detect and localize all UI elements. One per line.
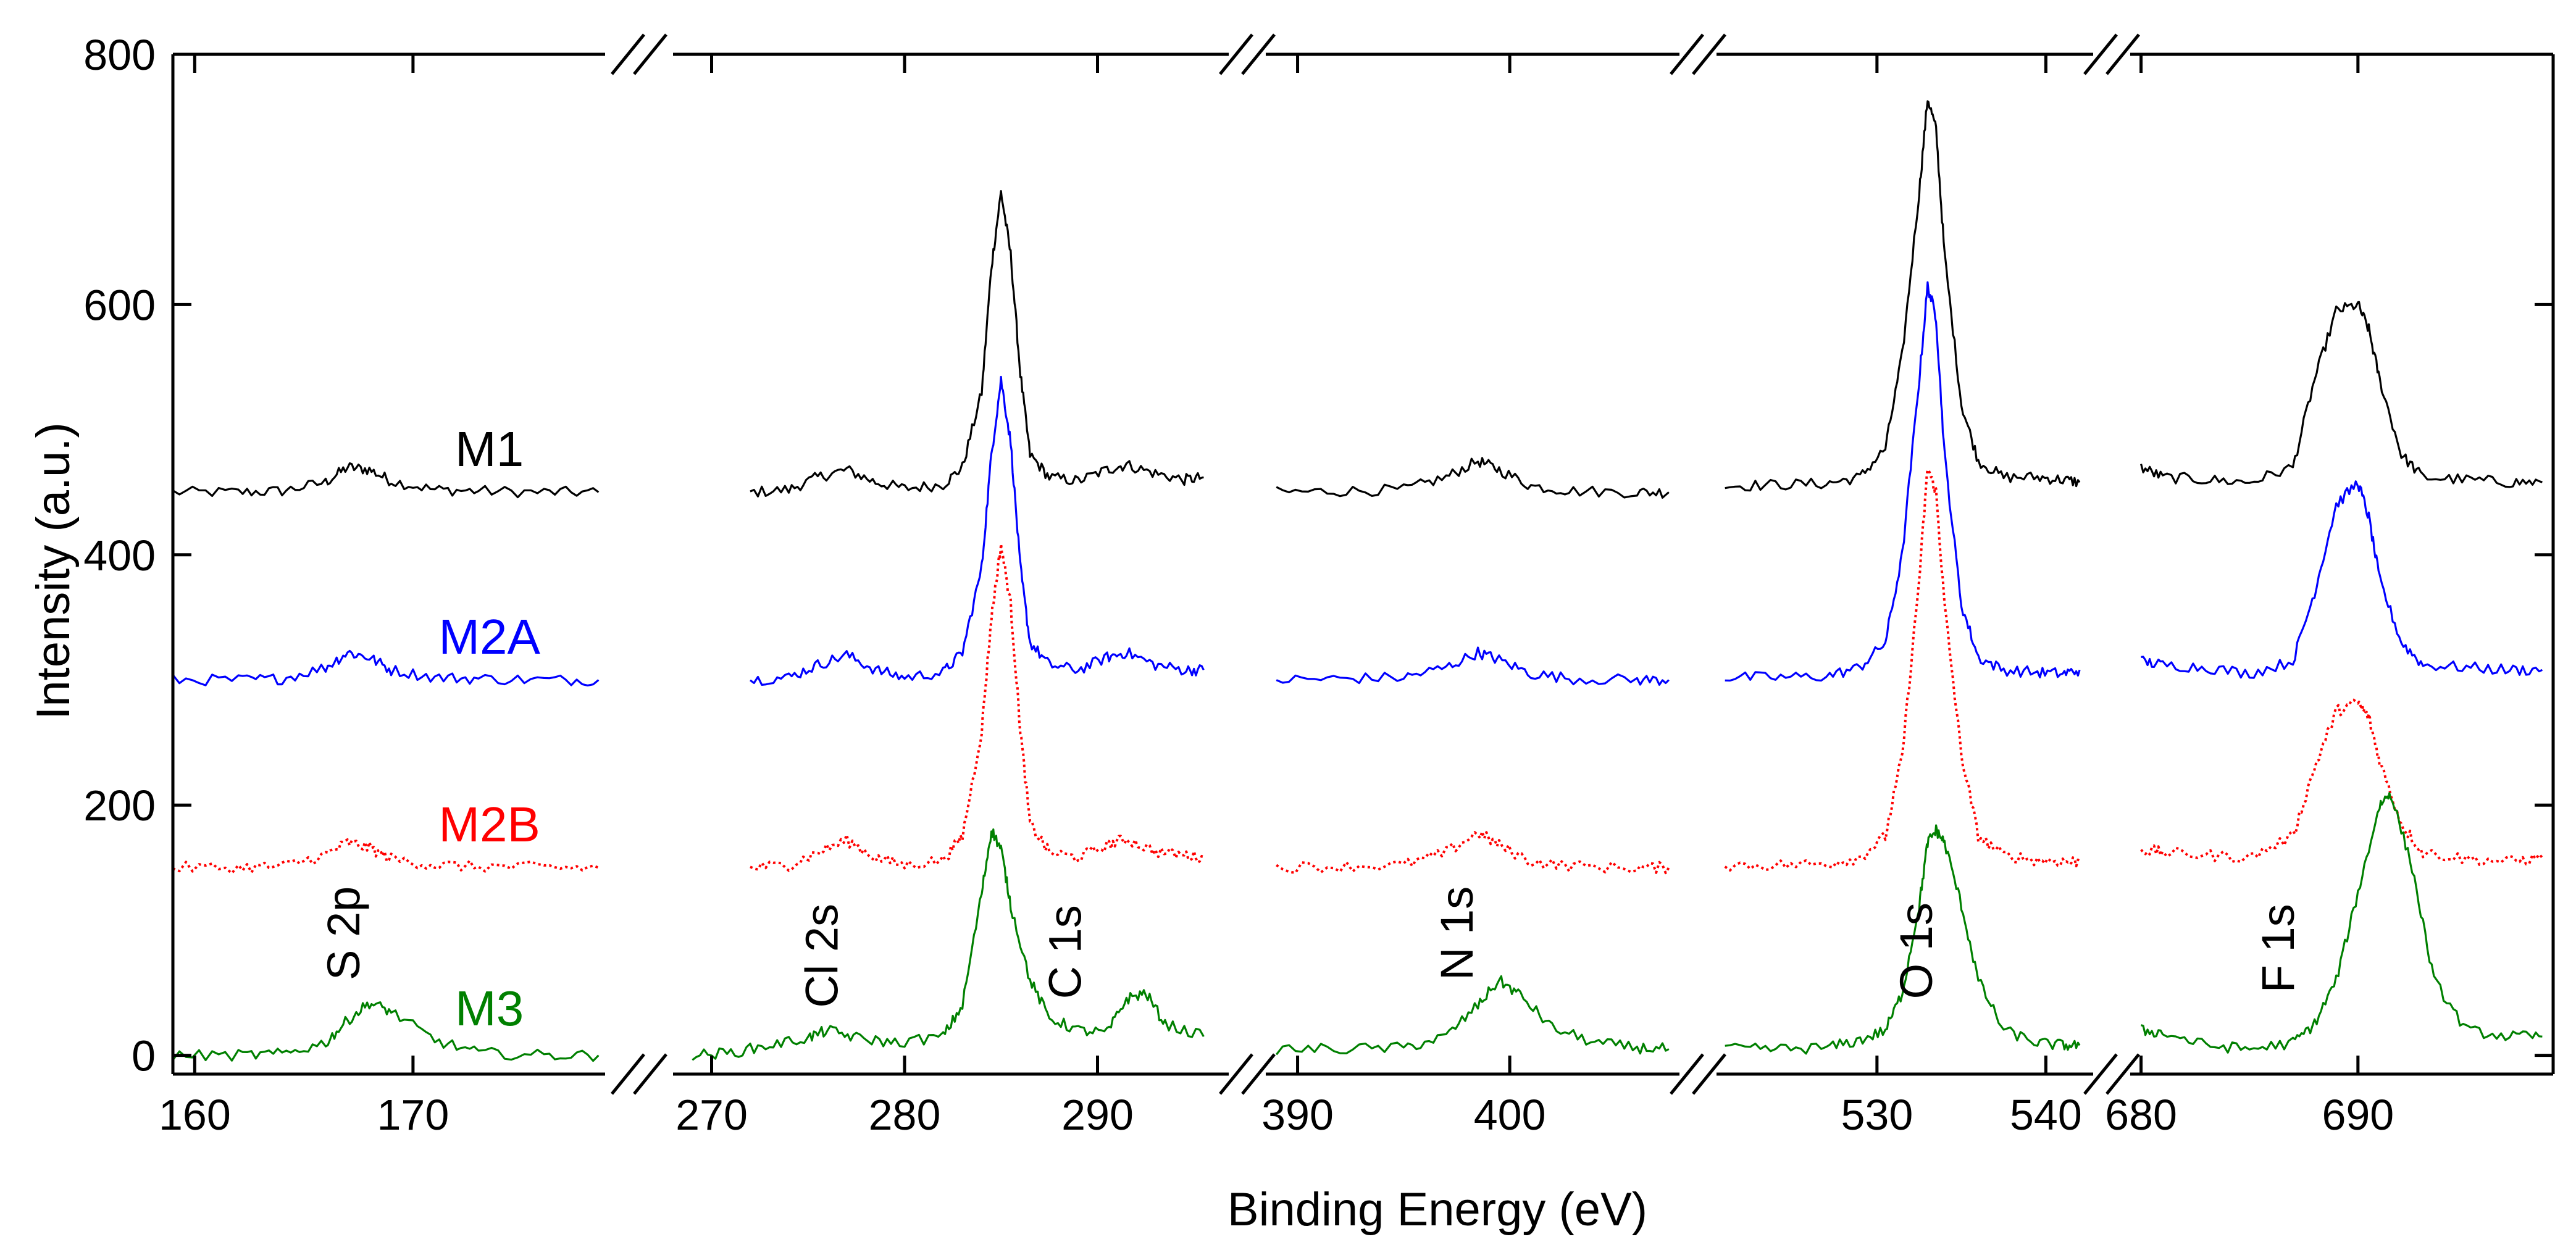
axis-break-marker-2-top-2 (1241, 33, 1276, 75)
axis-break-marker-4-bottom-1 (2083, 1053, 2118, 1095)
series-line-m1-region-5 (2140, 301, 2543, 488)
peak-label-c-1s: C 1s (1039, 905, 1090, 999)
series-line-m1-region-3 (1276, 457, 1670, 499)
series-line-m3-region-5 (2141, 791, 2543, 1054)
series-line-m2a-region-3 (1276, 646, 1670, 686)
axis-break-marker-1-top-2 (633, 33, 667, 75)
x-axis-label: Binding Energy (eV) (1227, 1183, 1647, 1236)
axis-break-marker-1-bottom-2 (633, 1053, 667, 1095)
series-label-m1: M1 (455, 422, 524, 477)
y-tick-label-400: 400 (83, 531, 156, 580)
series-line-m2b-region-2 (750, 543, 1205, 872)
axis-break-marker-3-bottom-2 (1692, 1053, 1726, 1095)
series-line-m1-region-1 (172, 462, 600, 499)
x-tick-label-540: 540 (2010, 1091, 2082, 1139)
x-tick-label-290: 290 (1061, 1091, 1134, 1139)
x-tick-label-680: 680 (2105, 1091, 2177, 1139)
axis-break-marker-4-bottom-2 (2106, 1053, 2140, 1095)
peak-label-cl-2s: Cl 2s (797, 904, 848, 1008)
axis-break-marker-1-top-1 (611, 33, 645, 75)
series-line-m2b-region-5 (2140, 698, 2543, 866)
series-line-m3-region-2 (692, 828, 1205, 1061)
series-line-m2a-region-2 (750, 375, 1205, 686)
series-line-m2a-region-1 (172, 649, 600, 687)
x-tick-label-400: 400 (1474, 1091, 1546, 1139)
x-tick-label-690: 690 (2322, 1091, 2394, 1139)
axis-break-marker-4-top-1 (2083, 33, 2118, 75)
axis-break-marker-2-bottom-1 (1219, 1053, 1253, 1095)
x-tick-label-530: 530 (1841, 1091, 1913, 1139)
axis-break-marker-2-bottom-2 (1241, 1053, 1276, 1095)
y-tick-label-600: 600 (83, 281, 156, 329)
series-line-m1-region-4 (1725, 100, 2081, 492)
axis-break-marker-3-top-1 (1670, 33, 1704, 75)
series-label-m3: M3 (455, 981, 524, 1036)
series-line-m2a-region-4 (1725, 281, 2081, 682)
y-axis-label: Intensity (a.u.) (27, 422, 80, 720)
peak-label-n-1s: N 1s (1431, 886, 1482, 980)
series-line-m3-region-3 (1275, 975, 1670, 1056)
peak-label-o-1s: O 1s (1891, 902, 1942, 999)
y-tick-label-200: 200 (83, 781, 156, 830)
series-label-m2a: M2A (438, 609, 540, 664)
series-layer (172, 100, 2543, 1062)
axis-break-marker-3-bottom-1 (1670, 1053, 1704, 1095)
axis-break-marker-4-top-2 (2106, 33, 2140, 75)
series-line-m3-region-1 (172, 1001, 600, 1062)
x-tick-label-390: 390 (1261, 1091, 1334, 1139)
y-tick-label-0: 0 (132, 1032, 156, 1080)
x-tick-label-280: 280 (869, 1091, 941, 1139)
axis-break-marker-1-bottom-1 (611, 1053, 645, 1095)
series-label-m2b: M2B (438, 797, 540, 852)
x-tick-label-270: 270 (675, 1091, 748, 1139)
x-tick-label-170: 170 (377, 1091, 449, 1139)
tick-layer: 0 200 400 600 800 160 170 270 280 290 390 400 530 540… (83, 31, 2553, 1139)
series-line-m2b-region-4 (1724, 469, 2081, 872)
label-layer: M1 M2A M2B M3 S 2p Cl 2s C 1s N 1s O 1s F 1s (318, 422, 2304, 1036)
axis-break-marker-3-top-2 (1692, 33, 1726, 75)
y-tick-label-800: 800 (83, 31, 156, 79)
series-line-m2b-region-1 (172, 838, 600, 875)
series-line-m1-region-2 (750, 190, 1204, 498)
series-line-m2b-region-3 (1276, 830, 1670, 875)
frame-layer (171, 33, 2555, 1095)
peak-label-f-1s: F 1s (2252, 904, 2304, 993)
x-tick-label-160: 160 (159, 1091, 231, 1139)
axis-break-marker-2-top-1 (1219, 33, 1253, 75)
series-line-m2a-region-5 (2141, 480, 2543, 679)
peak-label-s-2p: S 2p (318, 886, 369, 980)
series-line-m3-region-4 (1725, 824, 2081, 1055)
